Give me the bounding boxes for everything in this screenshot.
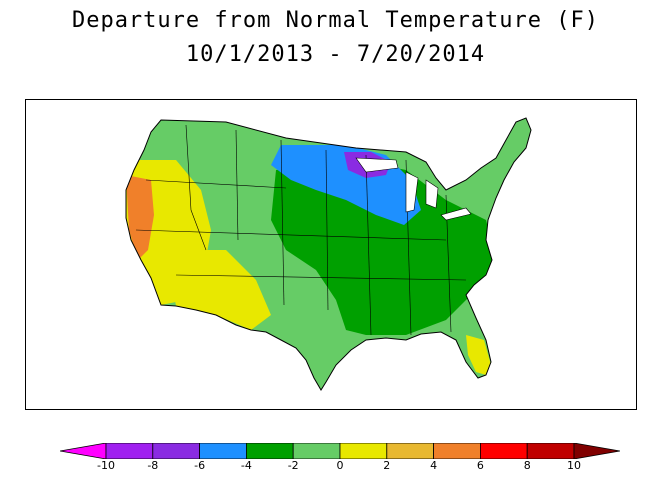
legend-swatch xyxy=(479,443,528,459)
legend-tick-label: 10 xyxy=(567,459,581,472)
legend-swatch-high xyxy=(573,443,620,459)
legend-swatch xyxy=(152,443,201,459)
region-california-coast xyxy=(126,175,154,260)
legend-swatch xyxy=(339,443,388,459)
legend-tick-label: -2 xyxy=(287,459,299,472)
legend-tick-label: -4 xyxy=(240,459,252,472)
legend-swatch xyxy=(245,443,294,459)
usa-temperature-map xyxy=(125,117,532,391)
legend-swatch xyxy=(526,443,575,459)
region-southwest xyxy=(166,250,271,330)
legend-swatch-low xyxy=(60,443,107,459)
color-legend xyxy=(60,443,620,459)
legend-tick-label: -10 xyxy=(97,459,115,472)
map-frame xyxy=(25,99,637,410)
legend-tick-label: -8 xyxy=(147,459,159,472)
map-title: Departure from Normal Temperature (F) xyxy=(71,8,600,33)
legend-swatch xyxy=(292,443,341,459)
legend-tick-label: 2 xyxy=(383,459,391,472)
legend-tick-label: 8 xyxy=(523,459,531,472)
legend-swatch xyxy=(386,443,434,459)
great-lakes xyxy=(355,157,472,221)
legend-swatch xyxy=(199,443,247,459)
us-outline xyxy=(125,117,532,391)
legend-tick-label: -6 xyxy=(194,459,206,472)
legend-swatch xyxy=(433,443,481,459)
region-midwest xyxy=(271,160,496,335)
region-florida xyxy=(466,335,491,375)
legend-tick-label: 0 xyxy=(336,459,344,472)
legend-tick-label: 4 xyxy=(430,459,438,472)
legend-tick-label: 6 xyxy=(476,459,484,472)
legend-swatch xyxy=(105,443,154,459)
map-subtitle: 10/1/2013 - 7/20/2014 xyxy=(185,42,486,67)
